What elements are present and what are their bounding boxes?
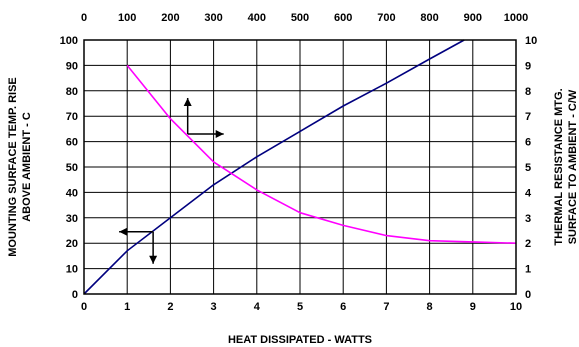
arrowhead-down <box>149 255 158 264</box>
x-tick-label: 4 <box>254 301 261 313</box>
x2-tick-label: 0 <box>81 12 87 24</box>
x2-tick-label: 700 <box>377 12 395 24</box>
y-tick-label: 30 <box>66 213 78 225</box>
x-tick-label: 3 <box>211 301 217 313</box>
arrowhead-right <box>215 129 224 138</box>
primary-axis-arrow <box>119 231 154 264</box>
x2-tick-label: 300 <box>204 12 222 24</box>
x2-tick-label: 800 <box>420 12 438 24</box>
x-tick-label: 0 <box>81 301 87 313</box>
y2-tick-label: 1 <box>525 264 531 276</box>
y2-tick-label: 5 <box>525 162 531 174</box>
arrowhead-up <box>183 97 192 106</box>
y-tick-label: 100 <box>60 35 78 47</box>
y2-axis-title-line-1: THERMAL RESISTANCE MTG. <box>553 88 565 245</box>
y-tick-label: 60 <box>66 137 78 149</box>
y-tick-label: 50 <box>66 162 78 174</box>
grid <box>84 40 516 294</box>
y2-tick-label: 3 <box>525 213 531 225</box>
temperature-rise-line <box>83 39 465 295</box>
x-tick-label: 6 <box>340 301 346 313</box>
y-tick-label: 40 <box>66 187 78 199</box>
x2-tick-label: 600 <box>334 12 352 24</box>
tick-labels: 0 1 2 3 4 5 6 7 8 9 100 100 200 300 400 500 600 700 800 900… <box>60 12 538 313</box>
y-tick-label: 10 <box>66 264 78 276</box>
x2-tick-label: 900 <box>464 12 482 24</box>
y2-axis-title-line-2: SURFACE TO AMBIENT - C/W <box>567 89 579 244</box>
x-tick-label: 5 <box>297 301 303 313</box>
y-tick-label: 0 <box>72 289 78 301</box>
x-tick-label: 2 <box>167 301 173 313</box>
x2-tick-label: 400 <box>248 12 266 24</box>
y2-tick-label: 10 <box>525 35 537 47</box>
y2-tick-label: 4 <box>525 187 532 199</box>
plot-frame <box>83 39 517 295</box>
thermal-resistance-line <box>126 64 517 244</box>
annotation-arrows <box>119 97 224 264</box>
y-tick-label: 70 <box>66 111 78 123</box>
y2-tick-label: 7 <box>525 111 531 123</box>
x-axis-title: HEAT DISSIPATED - WATTS <box>228 334 372 346</box>
y-tick-label: 20 <box>66 238 78 250</box>
y-tick-label: 90 <box>66 60 78 72</box>
y-axis-title-line-1: MOUNTING SURFACE TEMP. RISE <box>7 77 19 256</box>
x2-tick-label: 200 <box>161 12 179 24</box>
y2-tick-label: 2 <box>525 238 531 250</box>
series-layer <box>83 39 517 295</box>
y2-tick-label: 6 <box>525 137 531 149</box>
x2-tick-label: 100 <box>118 12 136 24</box>
x-tick-label: 1 <box>124 301 130 313</box>
x-tick-label: 7 <box>383 301 389 313</box>
x-tick-label: 10 <box>510 301 522 313</box>
x-tick-label: 8 <box>427 301 433 313</box>
x2-tick-label: 500 <box>291 12 309 24</box>
y2-tick-label: 8 <box>525 86 531 98</box>
y2-tick-label: 0 <box>525 289 531 301</box>
arrowhead-left <box>119 227 128 236</box>
x-tick-label: 9 <box>470 301 476 313</box>
x2-tick-label: 1000 <box>504 12 528 24</box>
y-axis-title-line-2: ABOVE AMBIENT - C <box>21 112 33 222</box>
y2-tick-label: 9 <box>525 60 531 72</box>
y-tick-label: 80 <box>66 86 78 98</box>
